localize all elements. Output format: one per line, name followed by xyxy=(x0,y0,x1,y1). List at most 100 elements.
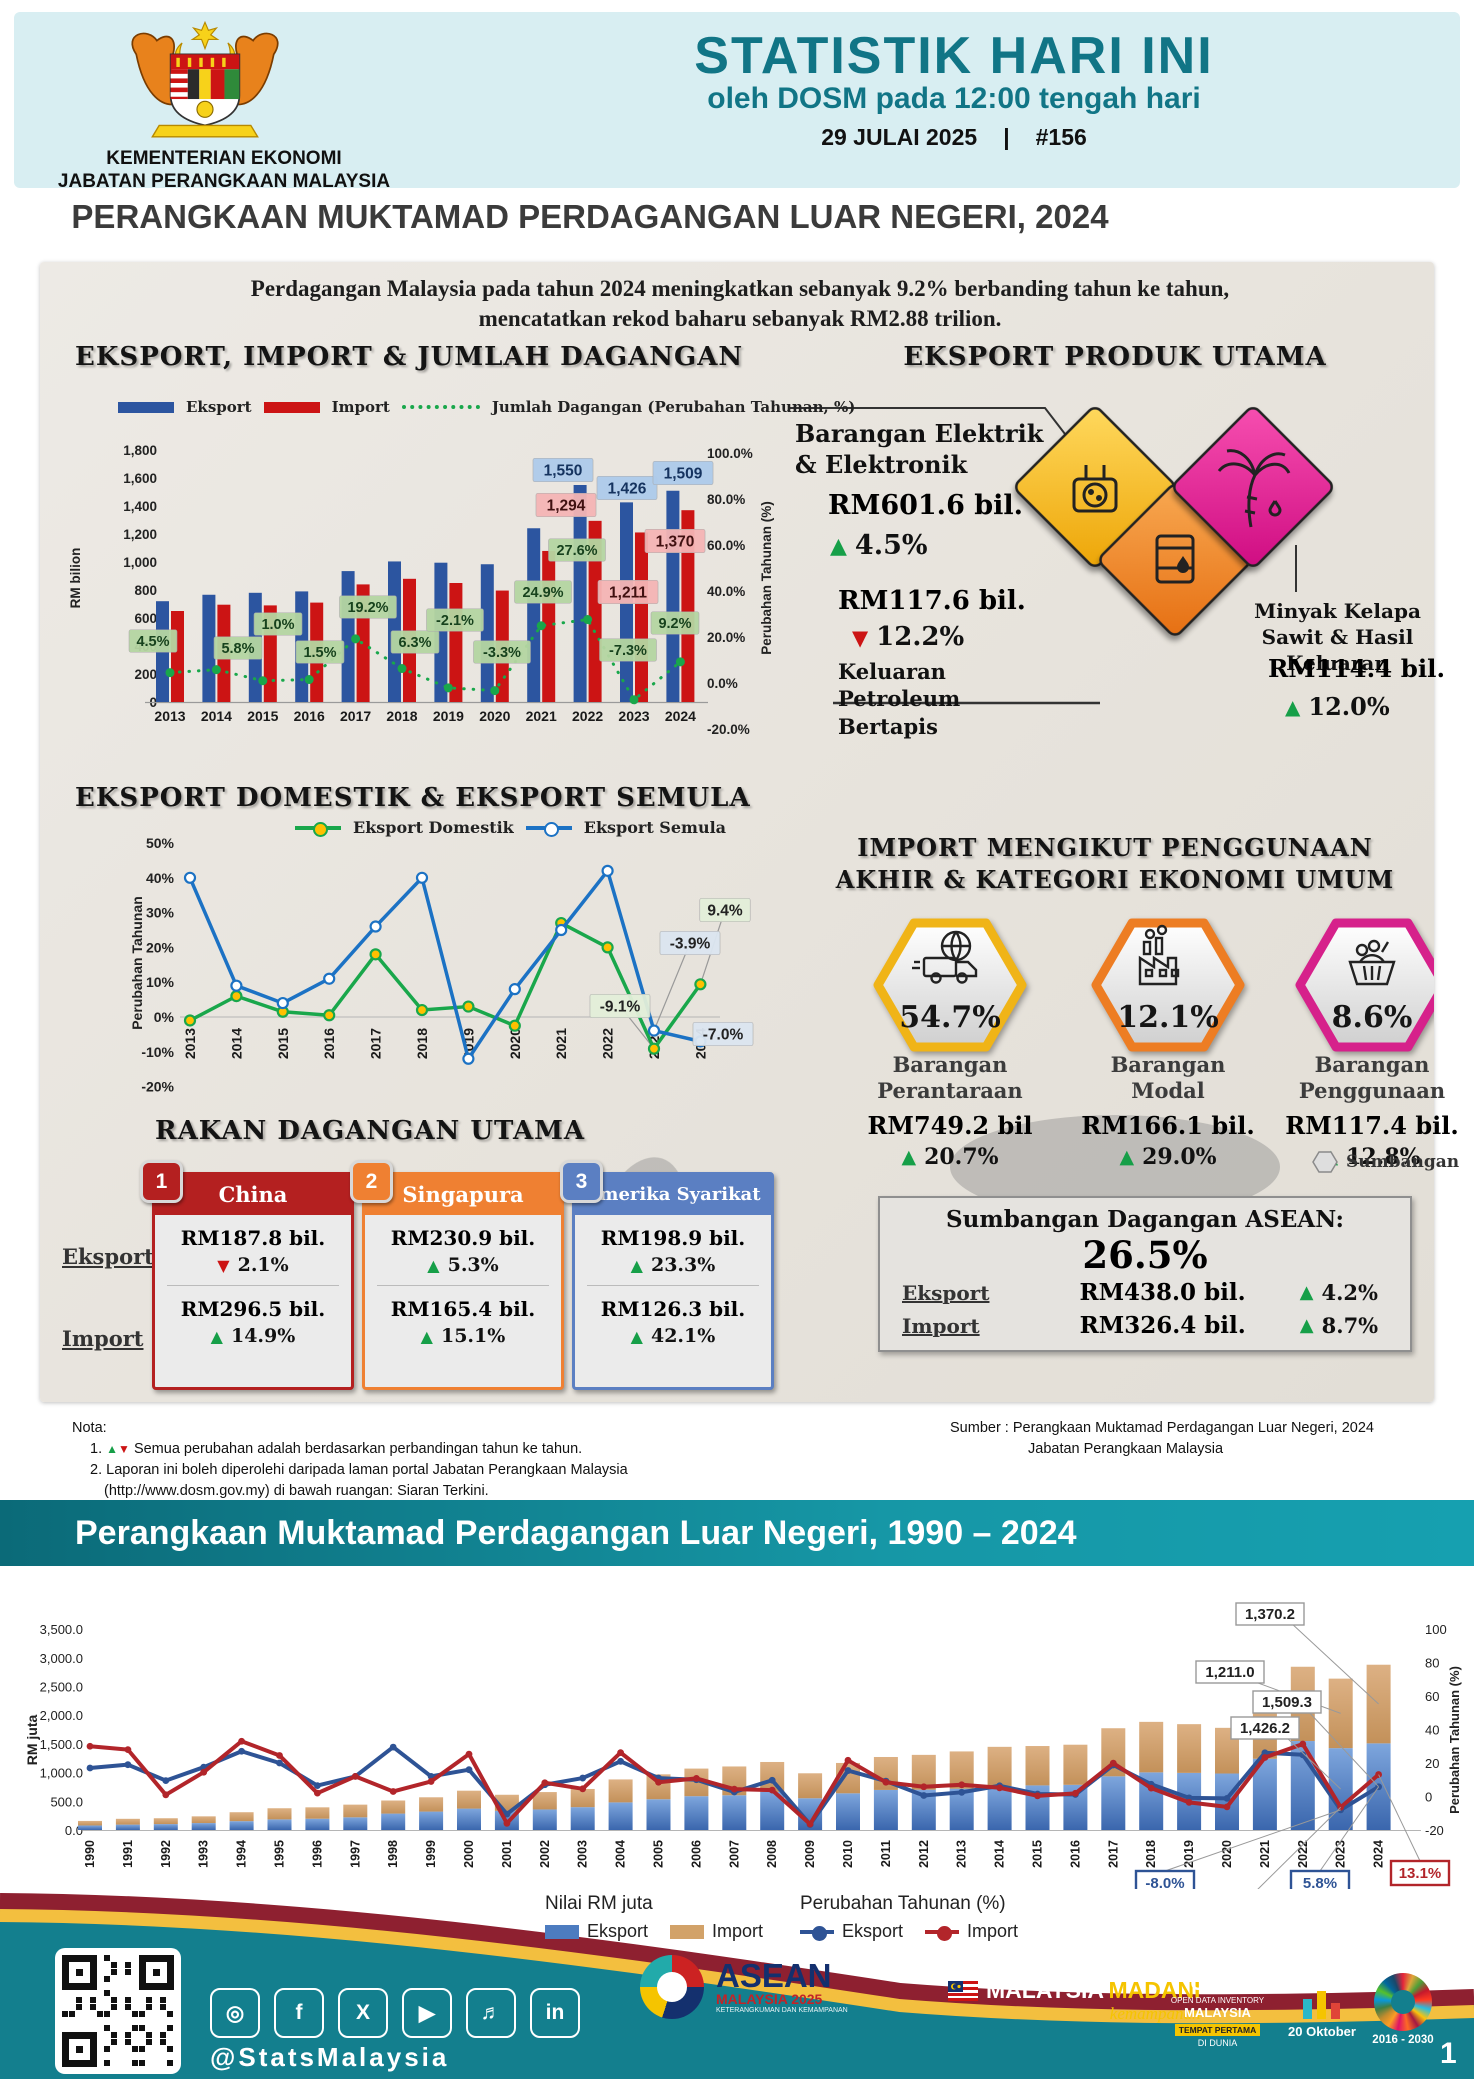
svg-text:2008: 2008 xyxy=(765,1840,779,1868)
svg-text:2004: 2004 xyxy=(614,1840,628,1868)
legend-domestik-label: Eksport Domestik xyxy=(353,818,514,837)
svg-text:2022: 2022 xyxy=(1296,1840,1310,1868)
svg-text:1,400: 1,400 xyxy=(123,499,157,514)
svg-text:-2.1%: -2.1% xyxy=(436,613,474,629)
svg-text:2013: 2013 xyxy=(154,708,185,724)
up-arrow-icon xyxy=(830,533,847,559)
partner-name: Amerika Syarikat xyxy=(575,1175,771,1215)
svg-text:1998: 1998 xyxy=(386,1840,400,1868)
ee-label: Barangan Elektrik & Elektronik xyxy=(795,419,1044,480)
header-title: STATISTIK HARI INI xyxy=(694,27,1214,85)
instagram-icon[interactable]: ◎ xyxy=(210,1988,260,2038)
svg-text:1992: 1992 xyxy=(159,1840,173,1868)
svg-text:60: 60 xyxy=(1425,1689,1439,1704)
social-handle[interactable]: @StatsMalaysia xyxy=(210,2042,450,2072)
nota-url[interactable]: (http://www.dosm.gov.my) di bawah ruanga… xyxy=(104,1483,489,1500)
asean-2025-logo: ASEAN MALAYSIA 2025 KETERANGKUMAN DAN KE… xyxy=(640,1955,848,2019)
issue-number: #156 xyxy=(1035,124,1087,150)
asean-trade-box: Sumbangan Dagangan ASEAN: 26.5% Eksport … xyxy=(878,1196,1412,1352)
svg-text:Perubahan Tahunan: Perubahan Tahunan xyxy=(129,896,145,1030)
facebook-icon[interactable]: f xyxy=(274,1988,324,2038)
svg-text:2013: 2013 xyxy=(955,1840,969,1868)
svg-text:-10%: -10% xyxy=(141,1044,174,1060)
svg-text:80.0%: 80.0% xyxy=(707,492,745,507)
row-label-eksport: Eksport xyxy=(62,1244,154,1269)
svg-text:1,211: 1,211 xyxy=(609,585,647,602)
penggunaan-share: 8.6% xyxy=(1331,1000,1413,1035)
up-arrow-icon xyxy=(901,1146,916,1168)
longterm-trade-chart: 0.0500.01,000.01,500.02,000.02,500.03,00… xyxy=(25,1602,1462,1923)
up-arrow-icon xyxy=(427,1256,439,1275)
up-arrow-icon xyxy=(211,1327,223,1346)
legend-eksport-label: Eksport xyxy=(186,398,252,416)
svg-text:-9.1%: -9.1% xyxy=(600,999,641,1016)
svg-text:40: 40 xyxy=(1425,1723,1439,1738)
page-number: 1 xyxy=(1440,2037,1457,2070)
svg-text:5.8%: 5.8% xyxy=(1303,1875,1337,1892)
svg-text:2,000.0: 2,000.0 xyxy=(40,1708,83,1723)
svg-text:2000: 2000 xyxy=(462,1840,476,1868)
svg-text:2023: 2023 xyxy=(618,708,649,724)
asean-share: 26.5% xyxy=(1082,1233,1208,1277)
asean-eksport-value: RM438.0 bil. xyxy=(1079,1279,1246,1306)
partner-name: Singapura xyxy=(365,1175,561,1215)
partner-card-singapura: 2 Singapura RM230.9 bil. 5.3% RM165.4 bi… xyxy=(350,1160,564,1390)
perantaraan-change: 20.7% xyxy=(845,1144,1055,1170)
svg-text:2020: 2020 xyxy=(1220,1840,1234,1868)
svg-text:2019: 2019 xyxy=(433,708,464,724)
svg-text:2021: 2021 xyxy=(553,1028,569,1059)
svg-text:4.5%: 4.5% xyxy=(136,634,169,650)
svg-text:2016: 2016 xyxy=(321,1028,337,1059)
svg-text:2017: 2017 xyxy=(1106,1840,1120,1868)
svg-text:9.2%: 9.2% xyxy=(658,616,691,632)
svg-text:2,500.0: 2,500.0 xyxy=(40,1680,83,1695)
svg-text:20%: 20% xyxy=(146,939,175,955)
svg-text:1,370.2: 1,370.2 xyxy=(1245,1606,1295,1623)
youtube-icon[interactable]: ▶ xyxy=(402,1988,452,2038)
linkedin-icon[interactable]: in xyxy=(530,1988,580,2038)
up-arrow-icon xyxy=(106,1442,118,1456)
svg-text:1997: 1997 xyxy=(348,1840,362,1868)
svg-text:100: 100 xyxy=(1425,1622,1447,1637)
qr-code[interactable] xyxy=(55,1948,181,2074)
domestik-swatch xyxy=(295,821,341,837)
svg-text:2024: 2024 xyxy=(665,708,696,724)
x-icon[interactable]: X xyxy=(338,1988,388,2038)
rank-badge: 2 xyxy=(350,1160,393,1203)
svg-text:20: 20 xyxy=(1425,1756,1439,1771)
header-dateline: 29 JULAI 2025 | #156 xyxy=(534,124,1374,151)
rank-badge: 3 xyxy=(560,1160,603,1203)
import-value: RM126.3 bil. xyxy=(600,1297,746,1321)
footer: ◎ f X ▶ ♬ in @StatsMalaysia ASEAN MALAYS… xyxy=(0,1889,1474,2079)
svg-text:2021: 2021 xyxy=(1258,1840,1272,1868)
svg-text:1,426.2: 1,426.2 xyxy=(1240,1720,1290,1737)
sawit-value: RM114.4 bil. xyxy=(1268,654,1446,683)
bottom-section-title: Perangkaan Muktamad Perdagangan Luar Neg… xyxy=(75,1513,1077,1552)
modal-value: RM166.1 bil. xyxy=(1081,1110,1255,1140)
svg-text:2017: 2017 xyxy=(368,1028,384,1059)
eksport-value: RM187.8 bil. xyxy=(180,1226,326,1250)
separator: | xyxy=(1003,124,1010,150)
up-arrow-icon xyxy=(1285,695,1300,719)
chart3-legend-values: Nilai RM juta Eksport Import xyxy=(545,1893,764,1941)
bottom-section-banner: Perangkaan Muktamad Perdagangan Luar Neg… xyxy=(0,1500,1474,1566)
eksport-bar-swatch xyxy=(545,1924,579,1939)
domestik-semula-line-chart: 50% 40% 30% 20% 10% 0% -10% -20% Perubahan Tahun… xyxy=(129,838,754,1095)
svg-text:800: 800 xyxy=(134,583,157,598)
svg-text:2013: 2013 xyxy=(182,1028,198,1059)
malaysia-flag-icon xyxy=(948,1980,978,2001)
header-subtitle: oleh DOSM pada 12:00 tengah hari xyxy=(707,82,1201,115)
svg-text:Perubahan Tahunan (%): Perubahan Tahunan (%) xyxy=(1447,1666,1462,1814)
perantaraan-share: 54.7% xyxy=(899,1000,1001,1035)
asean-eksport-label: Eksport xyxy=(902,1280,990,1305)
eksport-swatch xyxy=(118,401,174,413)
svg-text:13.1%: 13.1% xyxy=(1399,1865,1442,1882)
tiktok-icon[interactable]: ♬ xyxy=(466,1988,516,2038)
svg-text:1990: 1990 xyxy=(83,1840,97,1868)
svg-text:0: 0 xyxy=(1425,1790,1432,1805)
ee-change: 4.5% xyxy=(830,530,928,561)
petroleum-change: 12.2% xyxy=(852,622,964,652)
svg-text:RM juta: RM juta xyxy=(25,1715,40,1766)
section-domestik-heading: EKSPORT DOMESTIK & EKSPORT SEMULA xyxy=(75,783,751,813)
